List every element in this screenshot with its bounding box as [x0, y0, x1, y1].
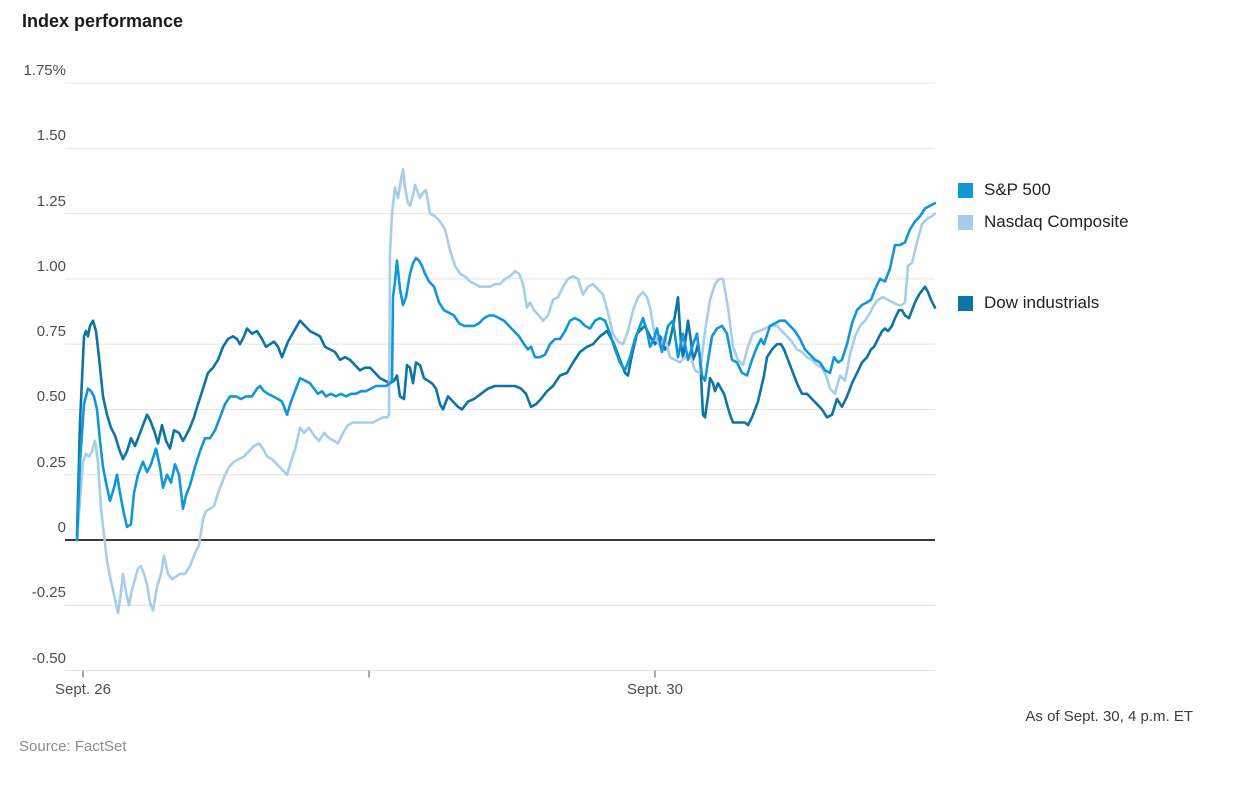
chart-title: Index performance	[22, 11, 184, 31]
y-tick-label: 1.75%	[23, 62, 66, 80]
x-tick-label: Sept. 30	[627, 681, 683, 698]
y-tick-label: 0.50	[36, 388, 66, 406]
y-tick-label: -0.50	[31, 649, 66, 667]
line-s-p-500	[75, 201, 937, 542]
legend-label-dow: Dow industrials	[984, 293, 1100, 312]
y-tick-label: 0	[57, 519, 66, 536]
as-of-note: As of Sept. 30, 4 p.m. ET	[1025, 708, 1193, 725]
x-tick-label: Sept. 26	[55, 681, 111, 698]
legend-label-nasdaq: Nasdaq Composite	[984, 212, 1129, 231]
y-tick-label: 1.00	[36, 257, 66, 275]
legend-item-sp500: S&P 500	[958, 180, 1051, 199]
line-dow-industrials	[75, 285, 937, 537]
legend-item-dow: Dow industrials	[958, 293, 1100, 312]
y-tick-label: 1.25	[36, 192, 66, 210]
source-note: Source: FactSet	[19, 738, 127, 755]
legend-item-nasdaq: Nasdaq Composite	[958, 212, 1129, 231]
sp500-swatch-icon	[958, 182, 973, 198]
legend-label-sp500: S&P 500	[984, 180, 1051, 199]
nasdaq-swatch-icon	[958, 214, 973, 230]
y-tick-label: 0.75	[36, 323, 66, 341]
y-tick-label: 1.50	[36, 127, 66, 145]
y-tick-label: 0.25	[36, 453, 66, 471]
dow-swatch-icon	[958, 295, 973, 311]
line-nasdaq-composite	[75, 167, 937, 615]
y-tick-label: -0.25	[31, 584, 66, 602]
